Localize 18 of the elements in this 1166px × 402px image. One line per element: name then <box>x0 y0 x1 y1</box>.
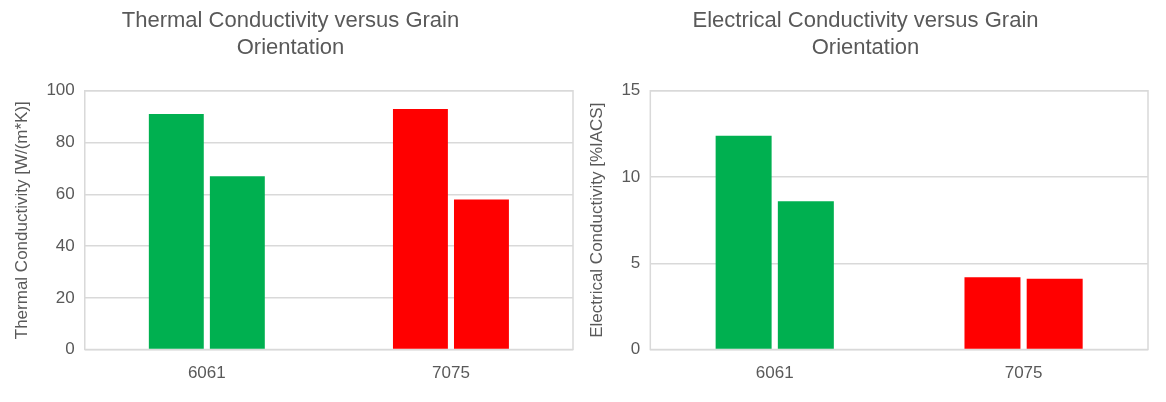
y-tick-label: 10 <box>621 166 641 186</box>
y-tick-label: 80 <box>55 132 75 152</box>
x-tick-label: 7075 <box>432 363 470 383</box>
x-tick-label: 6061 <box>187 363 226 383</box>
y-tick-label: 0 <box>630 339 641 359</box>
y-tick-label: 20 <box>55 287 75 307</box>
y-axis-title: Thermal Conductivity [W/(m*K)] <box>11 101 31 340</box>
y-tick-label: 40 <box>55 235 75 255</box>
y-tick-label: 0 <box>65 339 75 359</box>
x-tick-label: 6061 <box>755 363 794 383</box>
chart-title: Thermal Conductivity versus Grain Orientation <box>121 7 460 59</box>
y-tick-label: 100 <box>46 80 75 100</box>
chart-title: Electrical Conductivity versus Grain Orientation <box>692 7 1039 59</box>
y-axis-title: Electrical Conductivity [%IACS] <box>586 102 606 338</box>
y-tick-label: 15 <box>621 80 641 100</box>
x-tick-label: 7075 <box>1004 363 1043 383</box>
y-tick-label: 60 <box>55 184 75 204</box>
y-tick-label: 5 <box>630 253 641 273</box>
